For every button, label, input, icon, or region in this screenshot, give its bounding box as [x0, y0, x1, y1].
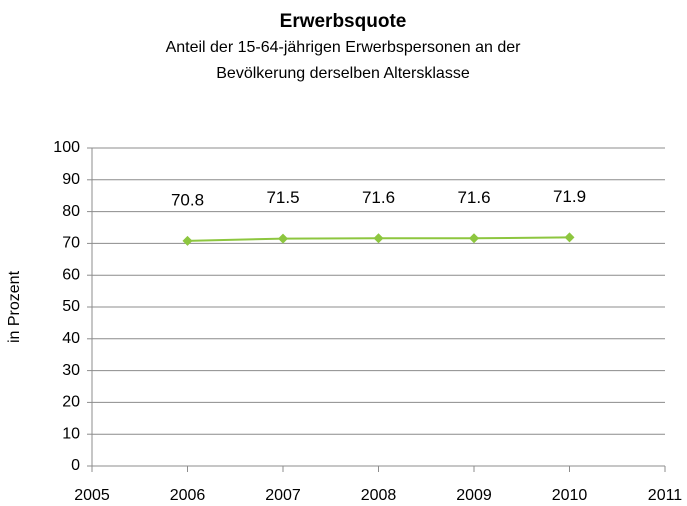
data-label: 71.9 — [553, 187, 586, 206]
x-tick-label: 2008 — [361, 487, 397, 504]
data-label: 70.8 — [171, 190, 204, 209]
data-label: 71.5 — [266, 188, 299, 207]
y-tick-label: 100 — [53, 139, 80, 156]
marker — [564, 232, 575, 243]
chart-subtitle: Bevölkerung derselben Altersklasse — [216, 65, 470, 82]
x-tick-label: 2006 — [170, 487, 206, 504]
data-label: 71.6 — [457, 188, 490, 207]
y-tick-label: 60 — [62, 266, 80, 283]
y-tick-label: 50 — [62, 298, 80, 315]
x-tick-label: 2010 — [552, 487, 588, 504]
y-tick-label: 40 — [62, 330, 80, 347]
x-tick-label: 2009 — [456, 487, 492, 504]
chart-title: Erwerbsquote — [280, 11, 407, 32]
y-axis-label: in Prozent — [6, 270, 23, 343]
data-label: 71.6 — [362, 188, 395, 207]
y-tick-label: 20 — [62, 394, 80, 411]
chart-subtitle: Anteil der 15-64-jährigen Erwerbspersone… — [166, 39, 522, 56]
marker — [373, 233, 384, 244]
x-tick-label: 2005 — [74, 487, 110, 504]
y-tick-label: 10 — [62, 425, 80, 442]
marker — [469, 233, 479, 244]
y-tick-label: 80 — [62, 203, 80, 220]
x-tick-label: 2007 — [265, 487, 301, 504]
marker — [278, 233, 288, 244]
y-tick-label: 0 — [71, 457, 80, 474]
marker — [182, 235, 193, 246]
y-tick-label: 30 — [62, 362, 80, 379]
y-tick-label: 90 — [62, 171, 80, 188]
y-tick-label: 70 — [62, 235, 80, 252]
x-tick-label: 2011 — [648, 487, 683, 504]
